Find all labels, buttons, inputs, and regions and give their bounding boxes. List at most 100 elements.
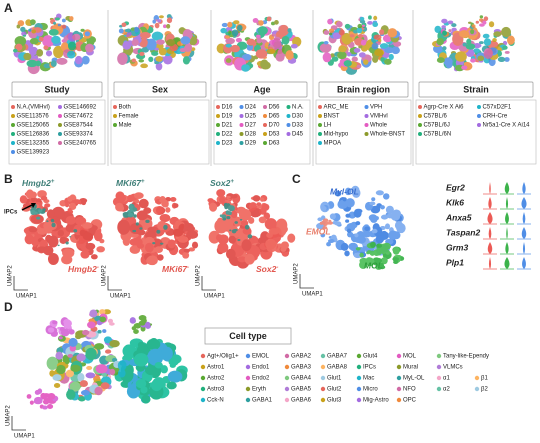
cell-cluster	[55, 351, 64, 360]
cell-cluster	[80, 389, 90, 396]
legend-label: GSE139923	[17, 150, 50, 156]
cell-cluster	[122, 212, 129, 216]
cell-cluster	[239, 218, 243, 221]
legend-label: D70	[269, 123, 281, 129]
cell-cluster	[169, 363, 176, 368]
cell-cluster	[274, 20, 279, 25]
cell-cluster	[356, 26, 363, 34]
cell-cluster	[81, 222, 93, 229]
cell-cluster	[504, 57, 510, 62]
cell-cloud	[252, 16, 279, 26]
cell-cluster	[49, 370, 55, 377]
cell-cluster	[15, 43, 23, 51]
cell-cluster	[178, 223, 187, 234]
gene-name: MKi67	[116, 178, 142, 188]
cell-cluster	[370, 241, 376, 248]
cell-cluster	[492, 37, 497, 43]
legend-marker	[239, 141, 244, 145]
cell-cluster	[42, 399, 50, 405]
cell-cluster	[387, 28, 398, 38]
cell-cluster	[329, 213, 336, 220]
legend-marker	[58, 132, 62, 136]
gene-sign: +	[141, 179, 145, 185]
cell-cluster	[374, 49, 385, 57]
cell-cloud	[129, 314, 153, 335]
cell-cluster	[152, 19, 156, 24]
gene-label: Taspan2	[446, 227, 480, 237]
legend-marker	[239, 123, 244, 127]
legend-label: β1	[481, 376, 488, 382]
cell-cluster	[94, 343, 105, 350]
cell-cluster	[47, 235, 59, 248]
cell-cluster	[55, 17, 60, 21]
cell-cluster	[367, 250, 372, 254]
cell-cluster	[369, 201, 376, 206]
cell-cluster	[117, 360, 127, 371]
legend-label: VMHvl	[370, 114, 388, 120]
cell-cluster	[356, 64, 362, 69]
cell-cluster	[461, 65, 468, 70]
legend-label: D23	[222, 141, 234, 147]
cell-cluster	[364, 226, 370, 231]
cell-cluster	[462, 42, 467, 47]
legend-label: GABA6	[291, 398, 312, 404]
cell-cluster	[382, 193, 390, 200]
legend-label: Both	[119, 105, 131, 111]
legend-marker	[113, 114, 117, 118]
cell-cluster	[122, 236, 131, 246]
gene-sign: -	[276, 265, 278, 271]
legend-label: NFO	[403, 387, 416, 393]
cell-cloud	[219, 202, 235, 221]
legend-label: D65	[269, 114, 281, 120]
cell-cluster	[180, 36, 191, 45]
axis-label: UMAP1	[302, 292, 323, 298]
legend-box	[8, 99, 106, 165]
cell-cluster	[479, 15, 484, 19]
legend-marker	[396, 386, 402, 392]
cell-cluster	[228, 235, 236, 244]
cell-cluster	[162, 24, 167, 29]
cell-cluster	[442, 30, 447, 36]
cell-cluster	[161, 199, 169, 208]
legend-marker	[239, 105, 244, 109]
legend-label: Glut2	[327, 387, 342, 393]
cell-cluster	[29, 400, 34, 405]
cell-cluster	[280, 246, 287, 252]
cell-cluster	[160, 365, 168, 374]
cell-cluster	[330, 234, 337, 241]
legend-marker	[418, 114, 422, 118]
violin	[505, 212, 509, 224]
cell-cluster	[85, 43, 94, 53]
legend-label: Mural	[403, 365, 418, 371]
cell-cluster	[344, 23, 351, 29]
legend-marker	[356, 364, 362, 370]
cell-cluster	[214, 218, 228, 234]
cell-cluster	[74, 216, 87, 226]
cell-cluster	[240, 219, 249, 227]
cell-cloud	[46, 329, 127, 402]
cell-cluster	[158, 15, 164, 19]
cell-cluster	[50, 60, 57, 67]
legend-marker	[113, 105, 117, 109]
cell-cluster	[66, 50, 76, 59]
legend-label: CRH-Cre	[483, 114, 508, 120]
cell-cloud	[87, 309, 115, 334]
legend-label: Endo1	[252, 365, 270, 371]
cell-cluster	[65, 215, 77, 225]
cell-cluster	[154, 246, 163, 253]
cell-cluster	[60, 329, 70, 337]
legend-marker	[286, 114, 291, 118]
cell-cluster	[28, 46, 39, 56]
cell-cluster	[256, 37, 262, 44]
cell-cluster	[46, 403, 54, 409]
cell-cluster	[117, 219, 131, 235]
cell-cluster	[241, 239, 252, 252]
cell-cluster	[133, 207, 138, 212]
legend-marker	[200, 364, 206, 370]
cell-cluster	[338, 199, 348, 210]
cell-cluster	[359, 16, 365, 21]
cell-cluster	[255, 34, 261, 39]
legend-title: Cell type	[229, 331, 267, 341]
cell-cloud	[45, 317, 75, 340]
cell-cluster	[44, 203, 51, 208]
